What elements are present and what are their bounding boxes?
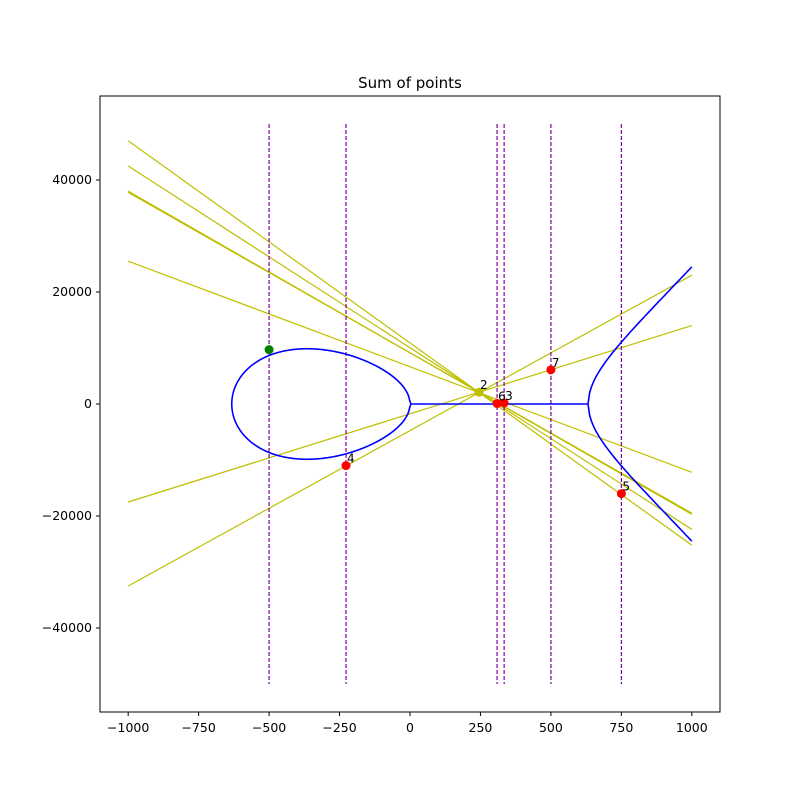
chord-lines — [127, 140, 693, 587]
x-tick-label: 1000 — [676, 720, 708, 735]
x-tick-label: −1000 — [107, 720, 149, 735]
chord-line — [128, 325, 692, 503]
data-point — [264, 345, 274, 355]
x-tick-label: 0 — [406, 720, 414, 735]
data-point — [546, 365, 556, 375]
point-label: 2 — [480, 378, 488, 392]
x-tick-label: −500 — [252, 720, 286, 735]
y-tick-label: −40000 — [42, 620, 92, 635]
data-point — [499, 398, 509, 408]
y-tick-label: 0 — [84, 396, 92, 411]
data-point — [616, 489, 626, 499]
chord-line — [127, 274, 693, 587]
chord-line — [127, 191, 693, 514]
y-tick-label: −20000 — [42, 508, 92, 523]
plot-area: 2 3 4 5 6 7 — [127, 124, 693, 684]
x-tick-label: −750 — [181, 720, 215, 735]
chart-title: Sum of points — [358, 74, 462, 92]
x-tick-label: 750 — [609, 720, 633, 735]
data-point — [341, 461, 351, 471]
x-tick-label: 500 — [539, 720, 563, 735]
y-tick-label: 40000 — [52, 172, 92, 187]
chord-line — [127, 140, 693, 546]
x-tick-label: −250 — [322, 720, 356, 735]
chord-line — [127, 260, 693, 473]
point-label: 7 — [552, 356, 560, 370]
points: 2 3 4 5 6 7 — [264, 345, 630, 499]
y-tick-label: 20000 — [52, 284, 92, 299]
axes-frame — [99, 95, 721, 713]
point-label: 4 — [347, 452, 355, 466]
x-tick-label: 250 — [469, 720, 493, 735]
point-label: 6 — [498, 389, 506, 403]
point-label: 5 — [622, 480, 630, 494]
data-point — [492, 398, 502, 408]
point-label: 3 — [505, 389, 513, 403]
elliptic-curve — [230, 266, 693, 542]
axis-ticks: −1000 −750 −500 −250 0 250 500 750 1000−40000−20… — [42, 172, 708, 735]
data-point — [474, 387, 484, 397]
chord-line — [127, 165, 693, 530]
